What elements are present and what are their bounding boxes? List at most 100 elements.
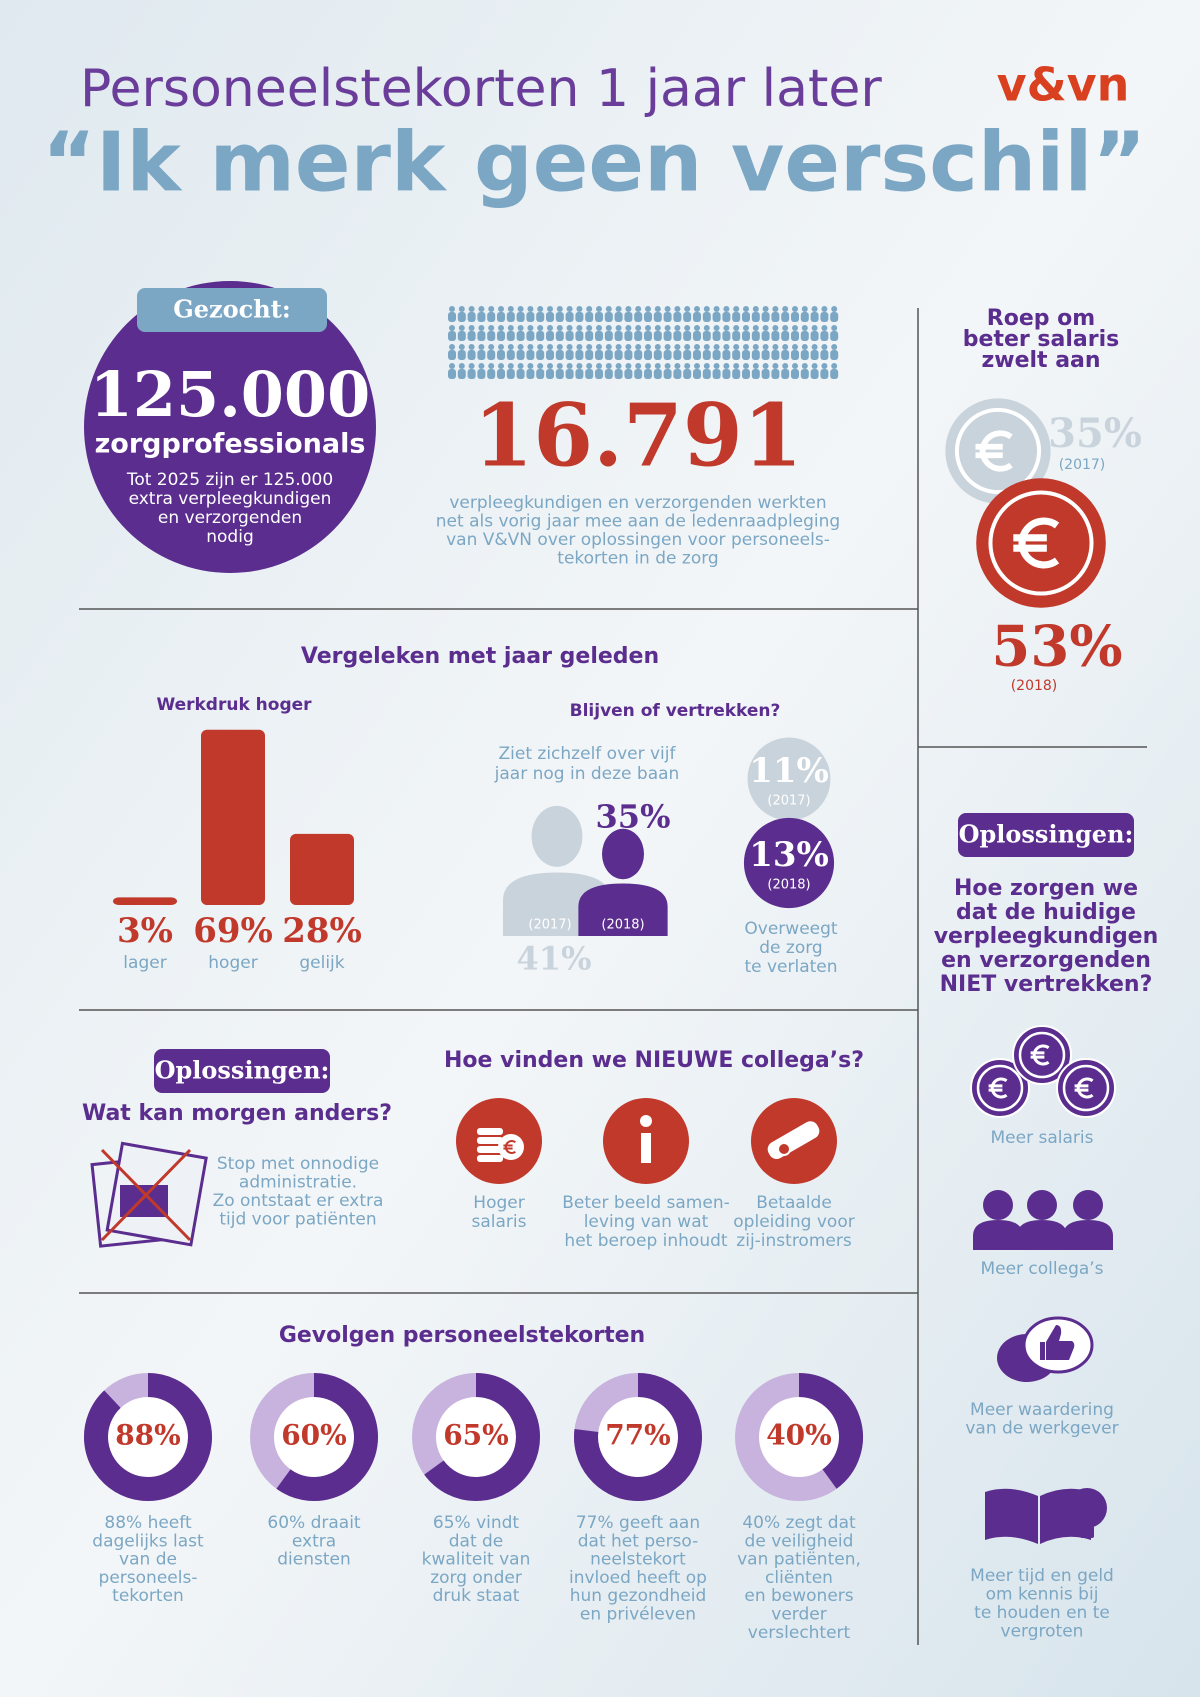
person-head [556, 363, 563, 369]
text: gelijk [299, 953, 344, 973]
person-head [694, 363, 700, 369]
person-head [615, 325, 622, 331]
person-body [800, 350, 809, 360]
person-body [634, 312, 643, 322]
person-head [507, 306, 514, 312]
leave-circle [747, 737, 831, 821]
person-head [645, 363, 651, 369]
person-head [684, 344, 691, 350]
text: Ziet zichzelf over vijf [499, 744, 677, 764]
person-body [467, 350, 476, 360]
person-body [702, 312, 711, 322]
coin-stack [477, 1155, 503, 1162]
person-body [693, 350, 701, 360]
salary-coin [976, 478, 1106, 608]
text: (2018) [1011, 678, 1058, 694]
text: verpleegkundigen en verzorgenden werkten [449, 493, 826, 513]
person-head [498, 306, 504, 312]
person-head [792, 325, 798, 331]
person-body [526, 369, 535, 379]
person-body [536, 350, 545, 360]
person-body [712, 312, 721, 322]
text: (2018) [601, 918, 644, 933]
text: dat het perso- [578, 1531, 699, 1551]
person-head [576, 344, 583, 350]
person-body [820, 312, 829, 322]
person-body [683, 350, 692, 360]
person-body [663, 350, 672, 360]
person-body [604, 350, 613, 360]
person-body [683, 312, 692, 322]
person-body [663, 331, 672, 341]
person-body [575, 331, 584, 341]
person-head [811, 306, 818, 312]
person-head [586, 344, 593, 350]
person-head [556, 344, 563, 350]
person-head [547, 306, 553, 312]
person-head [527, 325, 534, 331]
person-body [604, 331, 613, 341]
person-head [792, 344, 798, 350]
person-body [810, 312, 819, 322]
text: zij-instromers [736, 1231, 852, 1251]
person-body [526, 312, 535, 322]
text: 28% [282, 911, 362, 951]
person-head [713, 306, 720, 312]
person-body [673, 312, 682, 322]
person-body [546, 350, 554, 360]
person-body [487, 331, 496, 341]
head [1073, 1190, 1103, 1220]
person-head [566, 306, 573, 312]
person-body [575, 312, 584, 322]
bulb-base [1080, 1526, 1094, 1538]
text: hun gezondheid [570, 1586, 707, 1606]
person-body [497, 350, 505, 360]
person-head [576, 325, 583, 331]
person-body [457, 331, 466, 341]
person-head [517, 344, 524, 350]
donut-arc [276, 1373, 378, 1501]
text: 53% [991, 614, 1122, 680]
text: verpleegkundigen [934, 924, 1159, 949]
person-head [498, 325, 504, 331]
person-head [645, 325, 651, 331]
text: hoger [208, 953, 257, 973]
person-body [800, 369, 809, 379]
person-body [732, 350, 741, 360]
person-head [782, 325, 789, 331]
text: tekorten [112, 1586, 184, 1606]
person-head [694, 325, 700, 331]
text: “Ik merk geen verschil” [42, 115, 1146, 210]
person-head [713, 363, 720, 369]
person-head [821, 344, 828, 350]
person-body [702, 331, 711, 341]
person-body [761, 369, 770, 379]
person-head [605, 306, 612, 312]
text: 69% [193, 911, 273, 951]
text: Wat kan morgen anders? [82, 1101, 392, 1126]
person-head [752, 325, 759, 331]
text: 65% [443, 1419, 509, 1452]
person-head [752, 363, 759, 369]
text: 11% [749, 751, 829, 791]
text: lager [123, 953, 166, 973]
text: 3% [117, 911, 173, 951]
coin-ring [1062, 1064, 1110, 1112]
person-body [663, 312, 672, 322]
euro-icon [1013, 517, 1060, 569]
euro-icon [975, 430, 1013, 472]
text: 77% geeft aan [576, 1513, 700, 1533]
person-body [653, 369, 662, 379]
person-head [752, 344, 759, 350]
person-head [635, 325, 642, 331]
person-head [605, 325, 612, 331]
coin [1012, 1025, 1072, 1085]
person-body [546, 369, 554, 379]
coin [970, 1058, 1030, 1118]
person-head [723, 363, 730, 369]
person-head [674, 363, 681, 369]
person-body [771, 350, 780, 360]
person-head [586, 363, 593, 369]
text: extra [292, 1531, 336, 1551]
person-body [781, 369, 790, 379]
